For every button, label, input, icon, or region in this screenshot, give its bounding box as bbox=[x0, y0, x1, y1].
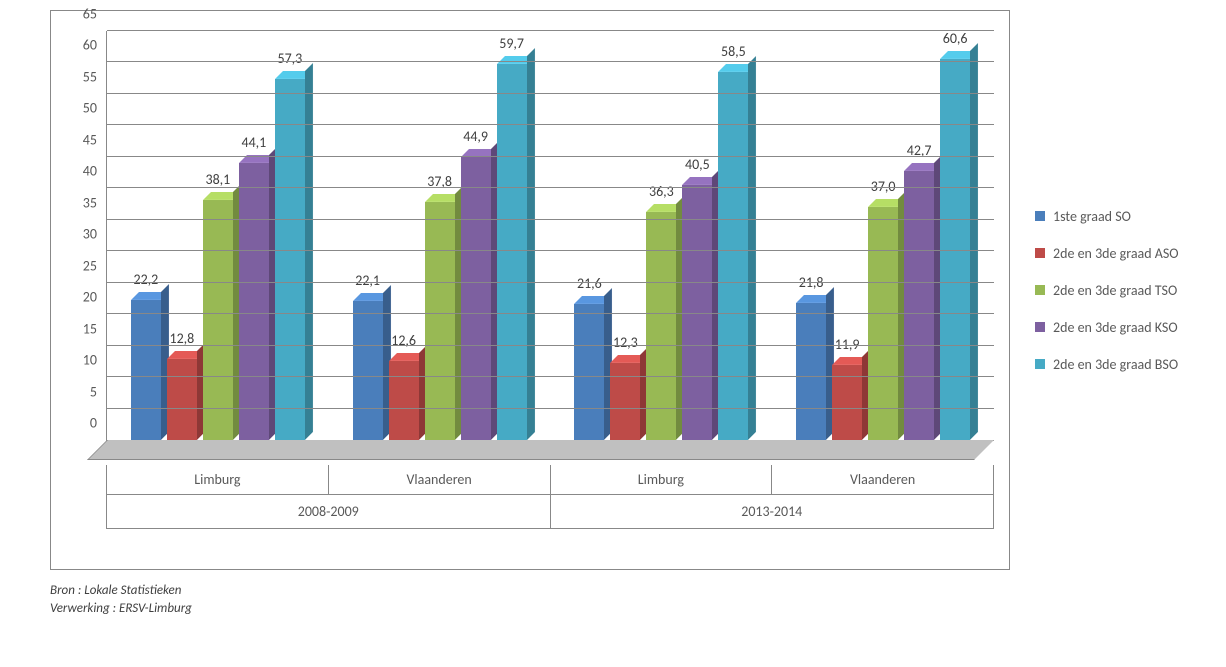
bar-rect: 37,0 bbox=[868, 207, 898, 440]
x-region-label: Vlaanderen bbox=[772, 465, 994, 495]
ytick-label: 5 bbox=[90, 383, 97, 400]
ytick-label: 30 bbox=[83, 226, 97, 243]
legend-label: 2de en 3de graad TSO bbox=[1053, 282, 1177, 299]
bar-rect: 12,6 bbox=[389, 361, 419, 440]
ytick-label: 10 bbox=[83, 352, 97, 369]
gridline bbox=[107, 219, 994, 220]
bar-value-label: 40,5 bbox=[685, 156, 710, 173]
bar-rect: 57,3 bbox=[275, 79, 305, 440]
bar-rect: 36,3 bbox=[646, 212, 676, 440]
gridline bbox=[107, 61, 994, 62]
gridline bbox=[107, 376, 994, 377]
bar-value-label: 38,1 bbox=[205, 171, 230, 188]
legend-swatch bbox=[1035, 285, 1045, 295]
gridline bbox=[107, 282, 994, 283]
chart-container: 22,212,838,144,157,322,112,637,844,959,7… bbox=[50, 10, 1216, 570]
bar-value-label: 60,6 bbox=[943, 30, 968, 47]
ytick-label: 15 bbox=[83, 320, 97, 337]
legend-label: 1ste graad SO bbox=[1053, 208, 1131, 225]
bar-rect: 44,1 bbox=[239, 163, 269, 440]
bar-rect: 22,2 bbox=[131, 300, 161, 440]
plot-floor bbox=[87, 440, 994, 460]
bar-rect: 21,8 bbox=[796, 303, 826, 440]
ytick-label: 35 bbox=[83, 194, 97, 211]
bar-value-label: 44,1 bbox=[241, 134, 266, 151]
bar-value-label: 22,2 bbox=[133, 271, 158, 288]
legend-label: 2de en 3de graad BSO bbox=[1053, 356, 1178, 373]
legend-item: 2de en 3de graad TSO bbox=[1035, 282, 1179, 299]
bar-rect: 37,8 bbox=[425, 202, 455, 440]
x-period-label: 2008-2009 bbox=[106, 495, 551, 529]
plot-area: 22,212,838,144,157,322,112,637,844,959,7… bbox=[106, 31, 994, 441]
gridline bbox=[107, 30, 994, 31]
ytick-label: 0 bbox=[90, 415, 97, 432]
legend: 1ste graad SO 2de en 3de graad ASO 2de en … bbox=[1010, 10, 1189, 570]
bar-value-label: 36,3 bbox=[649, 183, 674, 200]
legend-swatch bbox=[1035, 248, 1045, 258]
x-region-label: Limburg bbox=[551, 465, 773, 495]
x-axis-period-row: 2008-20092013-2014 bbox=[106, 495, 994, 529]
bar-value-label: 12,3 bbox=[613, 334, 638, 351]
bar-value-label: 59,7 bbox=[499, 35, 524, 52]
ytick-label: 25 bbox=[83, 257, 97, 274]
ytick-label: 65 bbox=[83, 6, 97, 23]
bar-value-label: 22,1 bbox=[355, 272, 380, 289]
bar-rect: 22,1 bbox=[353, 301, 383, 440]
bar-rect: 58,5 bbox=[718, 72, 748, 440]
bar-rect: 42,7 bbox=[904, 171, 934, 440]
bar-rect: 21,6 bbox=[574, 304, 604, 440]
legend-item: 2de en 3de graad KSO bbox=[1035, 319, 1179, 336]
source-verwerking: Verwerking : ERSV-Limburg bbox=[50, 600, 1216, 618]
legend-item: 1ste graad SO bbox=[1035, 208, 1179, 225]
bar-rect: 38,1 bbox=[203, 200, 233, 440]
source-bron: Bron : Lokale Statistieken bbox=[50, 582, 1216, 600]
gridline bbox=[107, 156, 994, 157]
bar-value-label: 57,3 bbox=[277, 50, 302, 67]
ytick-label: 50 bbox=[83, 100, 97, 117]
bar-rect: 59,7 bbox=[497, 64, 527, 440]
legend-item: 2de en 3de graad BSO bbox=[1035, 356, 1179, 373]
gridline bbox=[107, 187, 994, 188]
x-axis-region-row: LimburgVlaanderenLimburgVlaanderen bbox=[106, 465, 994, 495]
gridline bbox=[107, 93, 994, 94]
legend-swatch bbox=[1035, 211, 1045, 221]
bar-rect: 12,3 bbox=[610, 363, 640, 440]
gridline bbox=[107, 408, 994, 409]
ytick-label: 45 bbox=[83, 131, 97, 148]
legend-label: 2de en 3de graad KSO bbox=[1053, 319, 1178, 336]
ytick-label: 40 bbox=[83, 163, 97, 180]
gridline bbox=[107, 313, 994, 314]
bar-value-label: 44,9 bbox=[463, 128, 488, 145]
legend-swatch bbox=[1035, 359, 1045, 369]
legend-item: 2de en 3de graad ASO bbox=[1035, 245, 1179, 262]
legend-swatch bbox=[1035, 322, 1045, 332]
gridline bbox=[107, 250, 994, 251]
gridline bbox=[107, 345, 994, 346]
source-note: Bron : Lokale Statistieken Verwerking : … bbox=[50, 582, 1216, 617]
x-axis: LimburgVlaanderenLimburgVlaanderen 2008-… bbox=[106, 465, 994, 529]
legend-label: 2de en 3de graad ASO bbox=[1053, 245, 1179, 262]
x-period-label: 2013-2014 bbox=[551, 495, 995, 529]
ytick-label: 20 bbox=[83, 289, 97, 306]
gridline bbox=[107, 124, 994, 125]
bar-rect: 44,9 bbox=[461, 157, 491, 440]
bar-value-label: 21,6 bbox=[577, 275, 602, 292]
ytick-label: 60 bbox=[83, 37, 97, 54]
x-region-label: Limburg bbox=[106, 465, 329, 495]
ytick-label: 55 bbox=[83, 68, 97, 85]
x-region-label: Vlaanderen bbox=[329, 465, 551, 495]
bar-value-label: 12,6 bbox=[391, 332, 416, 349]
chart-body: 22,212,838,144,157,322,112,637,844,959,7… bbox=[50, 10, 1010, 570]
bar-value-label: 58,5 bbox=[721, 43, 746, 60]
bar-rect: 12,8 bbox=[167, 359, 197, 440]
